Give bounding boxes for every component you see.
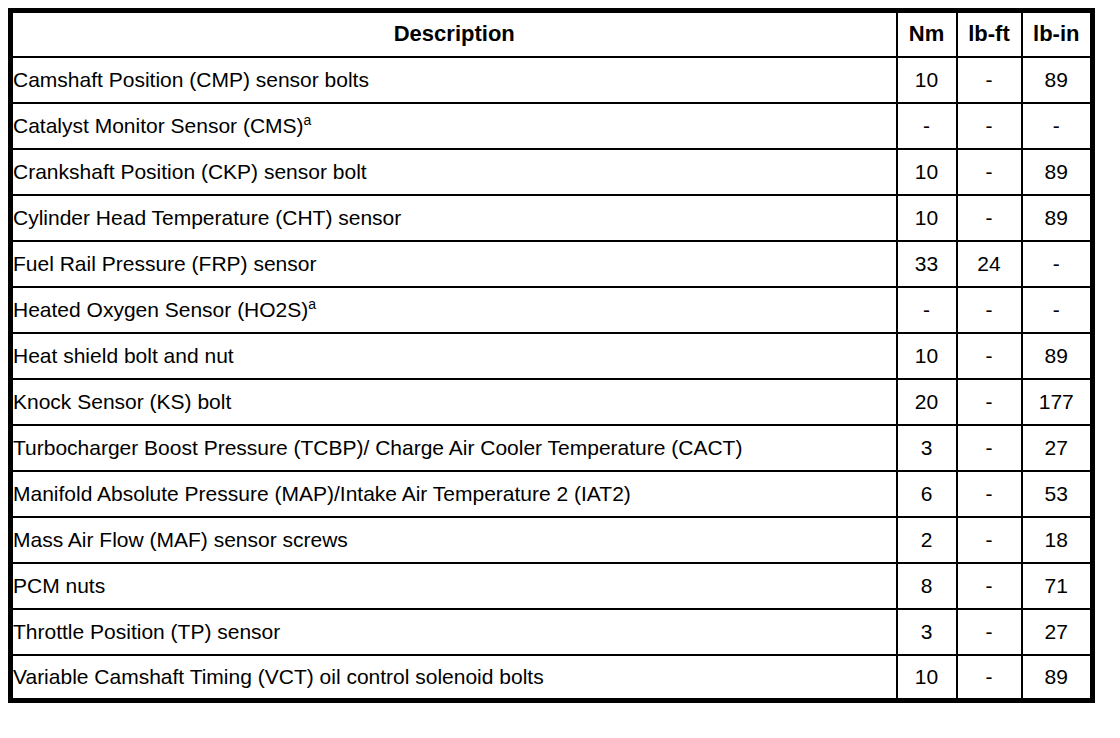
row-nm-value: 10 [897,195,957,241]
row-description-text: Knock Sensor (KS) bolt [13,390,231,413]
row-description-text: Variable Camshaft Timing (VCT) oil contr… [13,665,544,688]
row-nm-value: 8 [897,563,957,609]
row-lbin-value: 18 [1022,517,1093,563]
row-lbin-value: 89 [1022,149,1093,195]
row-lbft-value: - [957,517,1022,563]
page: Description Nm lb-ft lb-in Camshaft Posi… [0,0,1120,738]
row-lbft-value: - [957,195,1022,241]
row-nm-value: 20 [897,379,957,425]
table-row: PCM nuts 8 - 71 [11,563,1093,609]
row-lbft-value: - [957,425,1022,471]
row-nm-value: - [897,287,957,333]
row-lbin-value: 177 [1022,379,1093,425]
row-description-text: Crankshaft Position (CKP) sensor bolt [13,160,367,183]
column-header-description: Description [11,11,897,57]
row-nm-value: 3 [897,425,957,471]
row-lbin-value: 89 [1022,57,1093,103]
row-description: Crankshaft Position (CKP) sensor bolt [11,149,897,195]
row-description: Heat shield bolt and nut [11,333,897,379]
table-row: Turbocharger Boost Pressure (TCBP)/ Char… [11,425,1093,471]
row-lbft-value: - [957,149,1022,195]
row-lbin-value: - [1022,287,1093,333]
table-row: Crankshaft Position (CKP) sensor bolt 10… [11,149,1093,195]
row-lbft-value: - [957,563,1022,609]
table-row: Manifold Absolute Pressure (MAP)/Intake … [11,471,1093,517]
table-row: Heat shield bolt and nut 10 - 89 [11,333,1093,379]
row-description-text: Fuel Rail Pressure (FRP) sensor [13,252,316,275]
row-description-text: Heat shield bolt and nut [13,344,234,367]
row-description-text: Camshaft Position (CMP) sensor bolts [13,68,369,91]
row-description: Throttle Position (TP) sensor [11,609,897,655]
footnote-marker: a [308,296,316,312]
row-nm-value: 10 [897,655,957,701]
table-body: Camshaft Position (CMP) sensor bolts 10 … [11,57,1093,701]
row-lbft-value: - [957,57,1022,103]
row-lbin-value: - [1022,241,1093,287]
row-lbin-value: 89 [1022,655,1093,701]
row-description: Variable Camshaft Timing (VCT) oil contr… [11,655,897,701]
row-description: Fuel Rail Pressure (FRP) sensor [11,241,897,287]
row-lbft-value: - [957,333,1022,379]
row-lbin-value: - [1022,103,1093,149]
torque-spec-table: Description Nm lb-ft lb-in Camshaft Posi… [8,8,1095,703]
column-header-nm: Nm [897,11,957,57]
row-description-text: Cylinder Head Temperature (CHT) sensor [13,206,401,229]
row-description-text: Throttle Position (TP) sensor [13,620,280,643]
column-header-lbft: lb-ft [957,11,1022,57]
row-nm-value: 10 [897,333,957,379]
table-row: Throttle Position (TP) sensor 3 - 27 [11,609,1093,655]
row-lbin-value: 89 [1022,195,1093,241]
row-description: Cylinder Head Temperature (CHT) sensor [11,195,897,241]
row-description-text: Turbocharger Boost Pressure (TCBP)/ Char… [13,436,742,459]
row-description-text: PCM nuts [13,574,105,597]
row-description: Heated Oxygen Sensor (HO2S)a [11,287,897,333]
table-row: Mass Air Flow (MAF) sensor screws 2 - 18 [11,517,1093,563]
row-lbft-value: - [957,287,1022,333]
row-description: Mass Air Flow (MAF) sensor screws [11,517,897,563]
row-description: PCM nuts [11,563,897,609]
row-lbft-value: - [957,103,1022,149]
row-nm-value: 33 [897,241,957,287]
row-description-text: Mass Air Flow (MAF) sensor screws [13,528,348,551]
row-lbft-value: - [957,609,1022,655]
row-nm-value: - [897,103,957,149]
table-row: Cylinder Head Temperature (CHT) sensor 1… [11,195,1093,241]
row-description-text: Catalyst Monitor Sensor (CMS) [13,114,304,137]
row-description: Knock Sensor (KS) bolt [11,379,897,425]
column-header-lbin: lb-in [1022,11,1093,57]
row-lbin-value: 71 [1022,563,1093,609]
table-row: Knock Sensor (KS) bolt 20 - 177 [11,379,1093,425]
row-lbin-value: 27 [1022,609,1093,655]
row-nm-value: 10 [897,57,957,103]
row-lbft-value: - [957,471,1022,517]
row-lbin-value: 89 [1022,333,1093,379]
table-row: Catalyst Monitor Sensor (CMS)a - - - [11,103,1093,149]
row-nm-value: 2 [897,517,957,563]
table-row: Fuel Rail Pressure (FRP) sensor 33 24 - [11,241,1093,287]
row-description: Camshaft Position (CMP) sensor bolts [11,57,897,103]
row-description-text: Manifold Absolute Pressure (MAP)/Intake … [13,482,631,505]
row-description: Manifold Absolute Pressure (MAP)/Intake … [11,471,897,517]
table-row: Camshaft Position (CMP) sensor bolts 10 … [11,57,1093,103]
row-nm-value: 6 [897,471,957,517]
row-lbft-value: 24 [957,241,1022,287]
row-description: Catalyst Monitor Sensor (CMS)a [11,103,897,149]
row-lbin-value: 27 [1022,425,1093,471]
row-nm-value: 10 [897,149,957,195]
table-row: Variable Camshaft Timing (VCT) oil contr… [11,655,1093,701]
table-row: Heated Oxygen Sensor (HO2S)a - - - [11,287,1093,333]
row-description: Turbocharger Boost Pressure (TCBP)/ Char… [11,425,897,471]
row-lbft-value: - [957,379,1022,425]
row-description-text: Heated Oxygen Sensor (HO2S) [13,298,308,321]
footnote-marker: a [304,112,312,128]
header-row: Description Nm lb-ft lb-in [11,11,1093,57]
row-lbft-value: - [957,655,1022,701]
row-lbin-value: 53 [1022,471,1093,517]
row-nm-value: 3 [897,609,957,655]
